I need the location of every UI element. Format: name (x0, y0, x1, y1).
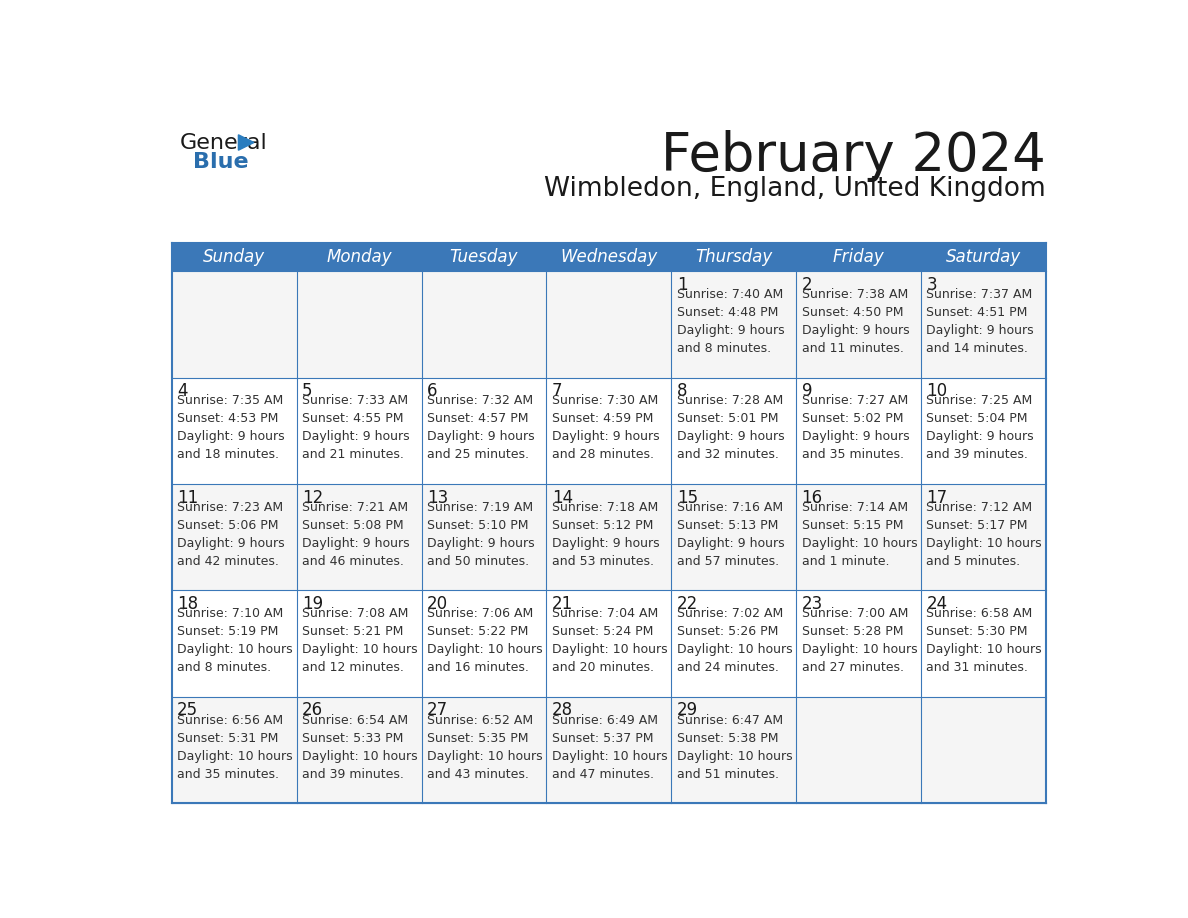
Text: Sunrise: 7:28 AM
Sunset: 5:01 PM
Daylight: 9 hours
and 32 minutes.: Sunrise: 7:28 AM Sunset: 5:01 PM Dayligh… (677, 395, 784, 462)
Text: 2: 2 (802, 275, 813, 294)
Text: Sunrise: 7:10 AM
Sunset: 5:19 PM
Daylight: 10 hours
and 8 minutes.: Sunrise: 7:10 AM Sunset: 5:19 PM Dayligh… (177, 608, 292, 675)
Text: Wimbledon, England, United Kingdom: Wimbledon, England, United Kingdom (544, 176, 1045, 202)
Text: Sunrise: 7:04 AM
Sunset: 5:24 PM
Daylight: 10 hours
and 20 minutes.: Sunrise: 7:04 AM Sunset: 5:24 PM Dayligh… (552, 608, 668, 675)
Text: 9: 9 (802, 382, 813, 400)
Text: General: General (179, 133, 267, 153)
Text: Sunrise: 7:38 AM
Sunset: 4:50 PM
Daylight: 9 hours
and 11 minutes.: Sunrise: 7:38 AM Sunset: 4:50 PM Dayligh… (802, 288, 909, 355)
Bar (172, 377, 1045, 484)
Text: 11: 11 (177, 488, 198, 507)
Text: Sunrise: 7:02 AM
Sunset: 5:26 PM
Daylight: 10 hours
and 24 minutes.: Sunrise: 7:02 AM Sunset: 5:26 PM Dayligh… (677, 608, 792, 675)
Text: Tuesday: Tuesday (450, 248, 518, 266)
Text: 1: 1 (677, 275, 688, 294)
Bar (172, 243, 1045, 271)
Polygon shape (239, 135, 254, 151)
Text: Sunrise: 7:16 AM
Sunset: 5:13 PM
Daylight: 9 hours
and 57 minutes.: Sunrise: 7:16 AM Sunset: 5:13 PM Dayligh… (677, 501, 784, 568)
Text: 15: 15 (677, 488, 697, 507)
Text: 17: 17 (927, 488, 948, 507)
Text: Sunrise: 7:37 AM
Sunset: 4:51 PM
Daylight: 9 hours
and 14 minutes.: Sunrise: 7:37 AM Sunset: 4:51 PM Dayligh… (927, 288, 1034, 355)
Text: Wednesday: Wednesday (561, 248, 657, 266)
Text: Sunrise: 7:14 AM
Sunset: 5:15 PM
Daylight: 10 hours
and 1 minute.: Sunrise: 7:14 AM Sunset: 5:15 PM Dayligh… (802, 501, 917, 568)
Text: 18: 18 (177, 595, 198, 613)
Text: 25: 25 (177, 701, 198, 720)
Bar (172, 697, 1045, 803)
Text: Sunrise: 7:35 AM
Sunset: 4:53 PM
Daylight: 9 hours
and 18 minutes.: Sunrise: 7:35 AM Sunset: 4:53 PM Dayligh… (177, 395, 285, 462)
Text: Sunrise: 7:27 AM
Sunset: 5:02 PM
Daylight: 9 hours
and 35 minutes.: Sunrise: 7:27 AM Sunset: 5:02 PM Dayligh… (802, 395, 909, 462)
Text: 8: 8 (677, 382, 687, 400)
Text: Sunrise: 7:00 AM
Sunset: 5:28 PM
Daylight: 10 hours
and 27 minutes.: Sunrise: 7:00 AM Sunset: 5:28 PM Dayligh… (802, 608, 917, 675)
Text: 20: 20 (426, 595, 448, 613)
Text: Sunrise: 7:18 AM
Sunset: 5:12 PM
Daylight: 9 hours
and 53 minutes.: Sunrise: 7:18 AM Sunset: 5:12 PM Dayligh… (552, 501, 659, 568)
Text: Thursday: Thursday (695, 248, 772, 266)
Text: 14: 14 (552, 488, 573, 507)
Text: 12: 12 (302, 488, 323, 507)
Text: 27: 27 (426, 701, 448, 720)
Text: 21: 21 (552, 595, 573, 613)
Text: Sunday: Sunday (203, 248, 265, 266)
Text: 28: 28 (552, 701, 573, 720)
Text: 29: 29 (677, 701, 697, 720)
Text: Sunrise: 6:52 AM
Sunset: 5:35 PM
Daylight: 10 hours
and 43 minutes.: Sunrise: 6:52 AM Sunset: 5:35 PM Dayligh… (426, 713, 543, 780)
Text: Sunrise: 7:21 AM
Sunset: 5:08 PM
Daylight: 9 hours
and 46 minutes.: Sunrise: 7:21 AM Sunset: 5:08 PM Dayligh… (302, 501, 410, 568)
Text: Sunrise: 7:32 AM
Sunset: 4:57 PM
Daylight: 9 hours
and 25 minutes.: Sunrise: 7:32 AM Sunset: 4:57 PM Dayligh… (426, 395, 535, 462)
Text: 26: 26 (302, 701, 323, 720)
Bar (172, 590, 1045, 697)
Text: February 2024: February 2024 (662, 130, 1045, 182)
Text: Monday: Monday (327, 248, 392, 266)
Text: 23: 23 (802, 595, 823, 613)
Text: Saturday: Saturday (946, 248, 1022, 266)
Text: Sunrise: 7:19 AM
Sunset: 5:10 PM
Daylight: 9 hours
and 50 minutes.: Sunrise: 7:19 AM Sunset: 5:10 PM Dayligh… (426, 501, 535, 568)
Text: 13: 13 (426, 488, 448, 507)
Text: Sunrise: 6:54 AM
Sunset: 5:33 PM
Daylight: 10 hours
and 39 minutes.: Sunrise: 6:54 AM Sunset: 5:33 PM Dayligh… (302, 713, 418, 780)
Text: 22: 22 (677, 595, 699, 613)
Text: 7: 7 (552, 382, 562, 400)
Text: 16: 16 (802, 488, 823, 507)
Text: Blue: Blue (194, 151, 249, 172)
Text: Sunrise: 6:56 AM
Sunset: 5:31 PM
Daylight: 10 hours
and 35 minutes.: Sunrise: 6:56 AM Sunset: 5:31 PM Dayligh… (177, 713, 292, 780)
Text: Sunrise: 6:49 AM
Sunset: 5:37 PM
Daylight: 10 hours
and 47 minutes.: Sunrise: 6:49 AM Sunset: 5:37 PM Dayligh… (552, 713, 668, 780)
Text: Sunrise: 7:23 AM
Sunset: 5:06 PM
Daylight: 9 hours
and 42 minutes.: Sunrise: 7:23 AM Sunset: 5:06 PM Dayligh… (177, 501, 285, 568)
Bar (172, 271, 1045, 377)
Text: Sunrise: 7:25 AM
Sunset: 5:04 PM
Daylight: 9 hours
and 39 minutes.: Sunrise: 7:25 AM Sunset: 5:04 PM Dayligh… (927, 395, 1034, 462)
Text: 6: 6 (426, 382, 437, 400)
Text: Sunrise: 7:40 AM
Sunset: 4:48 PM
Daylight: 9 hours
and 8 minutes.: Sunrise: 7:40 AM Sunset: 4:48 PM Dayligh… (677, 288, 784, 355)
Text: 19: 19 (302, 595, 323, 613)
Text: Sunrise: 7:06 AM
Sunset: 5:22 PM
Daylight: 10 hours
and 16 minutes.: Sunrise: 7:06 AM Sunset: 5:22 PM Dayligh… (426, 608, 543, 675)
Text: Sunrise: 6:47 AM
Sunset: 5:38 PM
Daylight: 10 hours
and 51 minutes.: Sunrise: 6:47 AM Sunset: 5:38 PM Dayligh… (677, 713, 792, 780)
Bar (172, 484, 1045, 590)
Text: 3: 3 (927, 275, 937, 294)
Text: 24: 24 (927, 595, 948, 613)
Text: Sunrise: 6:58 AM
Sunset: 5:30 PM
Daylight: 10 hours
and 31 minutes.: Sunrise: 6:58 AM Sunset: 5:30 PM Dayligh… (927, 608, 1042, 675)
Text: Sunrise: 7:30 AM
Sunset: 4:59 PM
Daylight: 9 hours
and 28 minutes.: Sunrise: 7:30 AM Sunset: 4:59 PM Dayligh… (552, 395, 659, 462)
Text: Sunrise: 7:08 AM
Sunset: 5:21 PM
Daylight: 10 hours
and 12 minutes.: Sunrise: 7:08 AM Sunset: 5:21 PM Dayligh… (302, 608, 418, 675)
Text: 10: 10 (927, 382, 948, 400)
Text: 4: 4 (177, 382, 188, 400)
Text: Sunrise: 7:33 AM
Sunset: 4:55 PM
Daylight: 9 hours
and 21 minutes.: Sunrise: 7:33 AM Sunset: 4:55 PM Dayligh… (302, 395, 410, 462)
Text: Friday: Friday (833, 248, 885, 266)
Text: Sunrise: 7:12 AM
Sunset: 5:17 PM
Daylight: 10 hours
and 5 minutes.: Sunrise: 7:12 AM Sunset: 5:17 PM Dayligh… (927, 501, 1042, 568)
Text: 5: 5 (302, 382, 312, 400)
